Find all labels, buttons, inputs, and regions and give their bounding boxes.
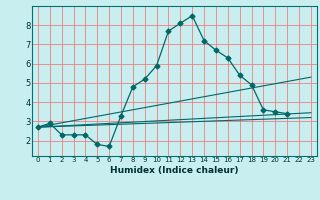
X-axis label: Humidex (Indice chaleur): Humidex (Indice chaleur) bbox=[110, 166, 239, 175]
